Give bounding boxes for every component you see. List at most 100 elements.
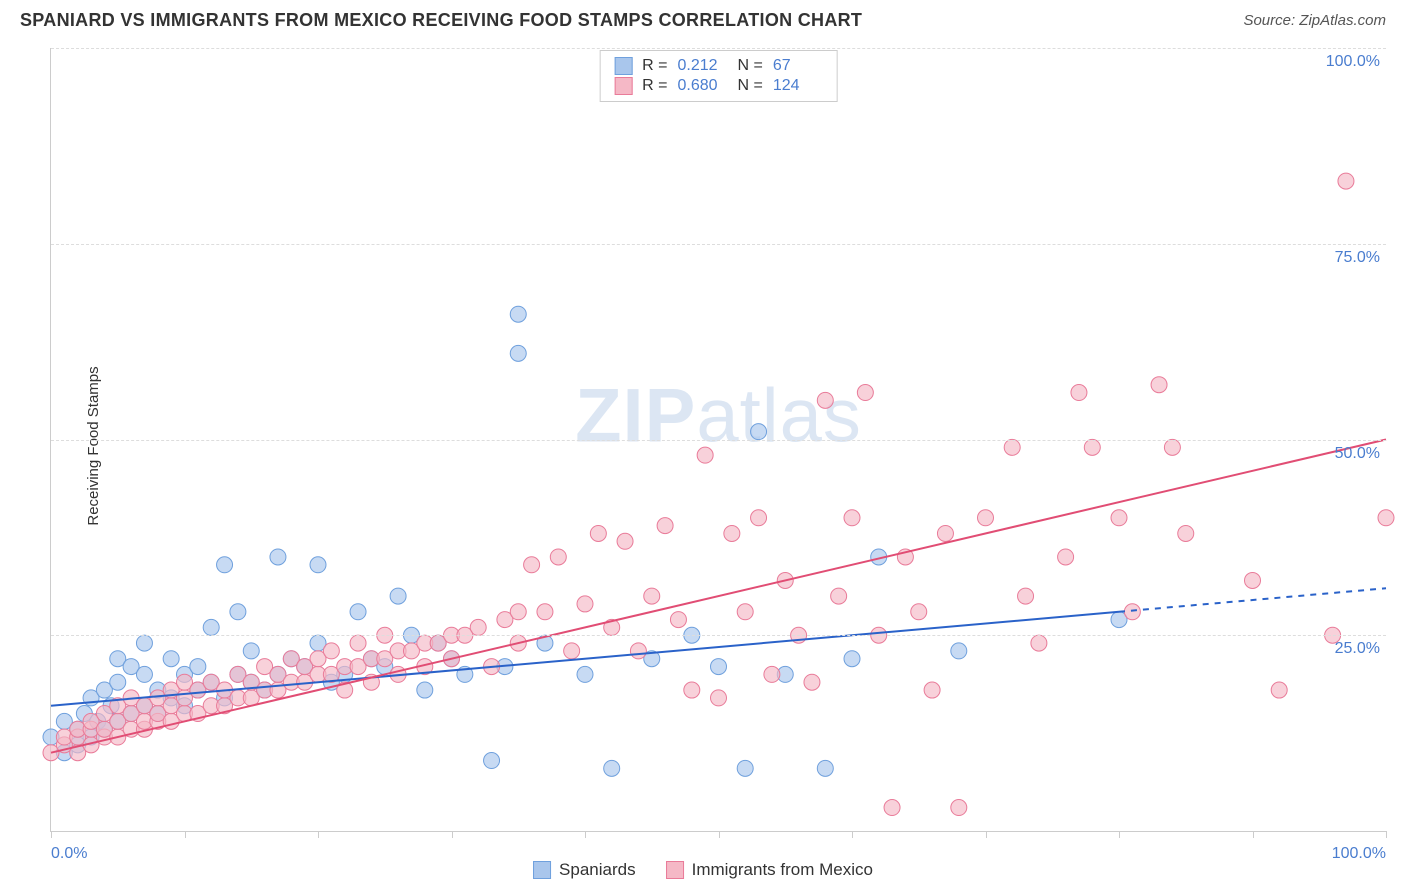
data-point <box>510 306 526 322</box>
gridline <box>51 48 1386 49</box>
data-point <box>697 447 713 463</box>
data-point <box>844 651 860 667</box>
data-point <box>484 753 500 769</box>
legend-row-immigrants: R = 0.680 N = 124 <box>614 76 823 96</box>
x-tick <box>318 831 319 838</box>
data-point <box>711 690 727 706</box>
trend-line-extrapolated <box>1119 588 1386 611</box>
data-point <box>751 424 767 440</box>
data-point <box>110 674 126 690</box>
data-point <box>190 659 206 675</box>
data-point <box>684 682 700 698</box>
data-point <box>604 760 620 776</box>
data-point <box>644 588 660 604</box>
data-point <box>911 604 927 620</box>
data-point <box>577 666 593 682</box>
data-point <box>1071 385 1087 401</box>
data-point <box>924 682 940 698</box>
data-point <box>577 596 593 612</box>
data-point <box>1164 439 1180 455</box>
legend-row-spaniards: R = 0.212 N = 67 <box>614 56 823 76</box>
data-point <box>1271 682 1287 698</box>
y-tick-label: 100.0% <box>1326 53 1380 71</box>
x-tick-label: 0.0% <box>51 845 87 863</box>
data-point <box>711 659 727 675</box>
x-tick <box>1119 831 1120 838</box>
data-point <box>951 800 967 816</box>
data-point <box>737 760 753 776</box>
data-point <box>1245 572 1261 588</box>
legend-item-spaniards: Spaniards <box>533 860 636 880</box>
data-point <box>737 604 753 620</box>
data-point <box>884 800 900 816</box>
x-tick <box>986 831 987 838</box>
x-tick <box>1253 831 1254 838</box>
data-point <box>203 619 219 635</box>
legend-item-immigrants: Immigrants from Mexico <box>666 860 873 880</box>
chart-title: SPANIARD VS IMMIGRANTS FROM MEXICO RECEI… <box>20 10 862 31</box>
data-point <box>1111 510 1127 526</box>
data-point <box>564 643 580 659</box>
data-point <box>590 525 606 541</box>
chart-plot-area: ZIPatlas R = 0.212 N = 67 R = 0.680 N = … <box>50 48 1386 832</box>
data-point <box>751 510 767 526</box>
gridline <box>51 635 1386 636</box>
data-point <box>217 557 233 573</box>
data-point <box>831 588 847 604</box>
data-point <box>978 510 994 526</box>
swatch-spaniards <box>614 57 632 75</box>
gridline <box>51 440 1386 441</box>
data-point <box>390 588 406 604</box>
data-point <box>470 619 486 635</box>
data-point <box>243 643 259 659</box>
data-point <box>323 643 339 659</box>
data-point <box>1004 439 1020 455</box>
data-point <box>804 674 820 690</box>
data-point <box>1018 588 1034 604</box>
data-point <box>510 604 526 620</box>
data-point <box>1031 635 1047 651</box>
x-tick <box>1386 831 1387 838</box>
data-point <box>817 760 833 776</box>
data-point <box>510 345 526 361</box>
data-point <box>310 557 326 573</box>
y-tick-label: 50.0% <box>1335 445 1380 463</box>
header: SPANIARD VS IMMIGRANTS FROM MEXICO RECEI… <box>0 0 1406 37</box>
data-point <box>630 643 646 659</box>
y-tick-label: 25.0% <box>1335 640 1380 658</box>
data-point <box>524 557 540 573</box>
data-point <box>817 392 833 408</box>
x-tick <box>452 831 453 838</box>
data-point <box>1058 549 1074 565</box>
data-point <box>937 525 953 541</box>
data-point <box>764 666 780 682</box>
x-tick <box>51 831 52 838</box>
data-point <box>163 651 179 667</box>
gridline <box>51 244 1386 245</box>
data-point <box>350 635 366 651</box>
data-point <box>670 612 686 628</box>
data-point <box>1178 525 1194 541</box>
data-point <box>844 510 860 526</box>
swatch-immigrants-icon <box>666 861 684 879</box>
data-point <box>1378 510 1394 526</box>
data-point <box>657 518 673 534</box>
correlation-legend: R = 0.212 N = 67 R = 0.680 N = 124 <box>599 50 838 102</box>
x-tick <box>852 831 853 838</box>
data-point <box>617 533 633 549</box>
x-tick-label: 100.0% <box>1332 845 1386 863</box>
data-point <box>537 604 553 620</box>
x-tick <box>585 831 586 838</box>
data-point <box>136 635 152 651</box>
swatch-spaniards-icon <box>533 861 551 879</box>
data-point <box>1084 439 1100 455</box>
x-tick <box>719 831 720 838</box>
data-point <box>230 604 246 620</box>
data-point <box>1151 377 1167 393</box>
x-tick <box>185 831 186 838</box>
series-legend: Spaniards Immigrants from Mexico <box>533 860 873 880</box>
swatch-immigrants <box>614 77 632 95</box>
data-point <box>857 385 873 401</box>
data-point <box>951 643 967 659</box>
data-point <box>270 549 286 565</box>
